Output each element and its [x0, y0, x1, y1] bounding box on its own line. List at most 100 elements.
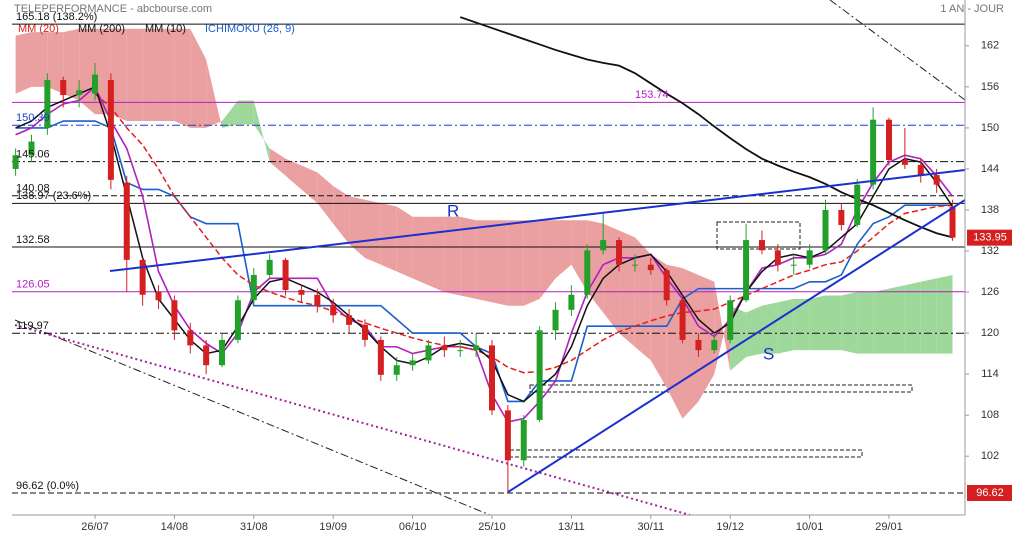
cloud-segment	[904, 281, 921, 354]
candle-body	[743, 240, 750, 301]
cloud-segment	[364, 199, 381, 265]
candle-body	[727, 300, 734, 340]
level-label: 132.58	[16, 234, 50, 246]
x-tick-label: 10/01	[796, 521, 824, 533]
level-label: 119.97	[16, 320, 49, 332]
kijun-line	[15, 120, 953, 403]
candle-body	[250, 274, 257, 301]
annotation: R	[447, 201, 459, 220]
cloud-segment	[730, 305, 747, 371]
candle-body	[409, 360, 416, 366]
candle-body	[711, 339, 718, 351]
cloud-segment	[698, 274, 715, 402]
cloud-segment	[634, 237, 651, 361]
chart-title: TELEPERFORMANCE - abcbourse.com	[14, 3, 212, 15]
candle-body	[314, 294, 321, 306]
support-line	[507, 199, 965, 493]
candle-body	[838, 209, 845, 226]
cloud-segment	[492, 220, 508, 306]
level-label: 138.97 (23.6%)	[16, 190, 91, 202]
candle-body	[520, 419, 527, 461]
y-tick-label: 150	[981, 122, 999, 134]
ma-line	[459, 16, 953, 239]
cloud-segment	[396, 206, 413, 279]
candle-body	[377, 339, 384, 375]
cloud-segment	[158, 28, 175, 122]
candle-body	[266, 259, 273, 275]
candle-body	[901, 160, 908, 165]
candle-body	[774, 250, 781, 265]
candle-body	[60, 80, 67, 96]
cloud-segment	[476, 220, 492, 303]
y-tick-label: 156	[981, 81, 999, 93]
y-tick-label: 162	[981, 40, 999, 52]
cloud-segment	[333, 186, 350, 245]
candle-body	[92, 74, 98, 94]
x-tick-label: 19/12	[716, 521, 744, 533]
y-tick-label: 126	[981, 286, 999, 298]
candle-body	[346, 315, 353, 325]
candle-body	[28, 141, 35, 156]
x-tick-label: 25/10	[478, 521, 506, 533]
cloud-segment	[507, 220, 524, 306]
trend-line	[829, 0, 965, 101]
candle-body	[949, 206, 956, 238]
cloud-segment	[539, 220, 556, 299]
candle-body	[171, 300, 178, 331]
cloud-segment	[206, 59, 223, 128]
cloud-segment	[110, 28, 127, 122]
x-tick-label: 30/11	[637, 521, 664, 533]
cloud-segment	[190, 28, 207, 128]
x-tick-label: 19/09	[319, 521, 347, 533]
candle-body	[203, 345, 210, 366]
ma-line	[94, 93, 953, 374]
candle-body	[425, 345, 432, 361]
cloud-segment	[587, 220, 604, 313]
candle-body	[187, 330, 194, 346]
candle-body	[584, 250, 591, 295]
cloud-segment	[79, 28, 95, 115]
candle-body	[44, 80, 51, 128]
candle-body	[600, 240, 607, 251]
candle-body	[234, 300, 241, 340]
level-label: 153.74	[635, 89, 669, 101]
cloud-segment	[269, 148, 286, 176]
candle-body	[457, 350, 464, 352]
y-tick-label: 120	[981, 327, 999, 339]
cloud-segment	[873, 288, 889, 354]
level-label: 165.18 (138.2%)	[16, 11, 97, 23]
cloud-segment	[555, 220, 572, 279]
cloud-segment	[571, 220, 588, 293]
cloud-segment	[47, 32, 64, 94]
y-tick-label: 108	[981, 409, 999, 421]
candle-body	[568, 294, 575, 310]
y-tick-label: 144	[981, 163, 999, 175]
candle-body	[790, 264, 797, 266]
level-label: 150.39	[16, 112, 50, 124]
cloud-segment	[285, 158, 302, 190]
cloud-segment	[523, 220, 540, 306]
cloud-segment	[126, 28, 143, 122]
level-label: 126.05	[16, 279, 50, 291]
trend-line	[14, 319, 491, 515]
candle-body	[107, 80, 114, 180]
cloud-segment	[746, 305, 762, 358]
x-tick-label: 31/08	[240, 521, 268, 533]
cloud-segment	[174, 28, 191, 128]
candle-body	[298, 289, 305, 295]
cloud-segment	[936, 274, 953, 354]
candle-body	[489, 345, 495, 411]
cloud-segment	[412, 216, 429, 286]
cloud-segment	[253, 100, 270, 163]
annotation: S	[763, 344, 774, 363]
candle-body	[631, 264, 638, 266]
cloud-segment	[460, 216, 477, 299]
cloud-segment	[237, 100, 254, 125]
cloud-segment	[95, 28, 111, 115]
candle-body	[123, 182, 130, 260]
cloud-segment	[142, 28, 159, 122]
candle-body	[933, 175, 940, 185]
cloud-segment	[444, 216, 461, 296]
zone-box	[716, 221, 801, 250]
candle-body	[330, 305, 337, 316]
